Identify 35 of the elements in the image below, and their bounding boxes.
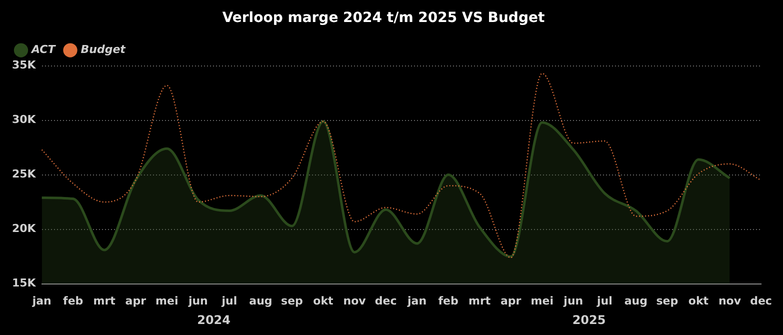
x-tick-label: mrt (468, 294, 491, 308)
y-tick-label: 30K (12, 113, 36, 126)
y-tick-label: 35K (12, 58, 36, 72)
chart-title: Verloop marge 2024 t/m 2025 VS Budget (222, 10, 545, 26)
x-tick-label: sep (281, 294, 304, 308)
x-tick-label: jan (406, 294, 427, 308)
x-tick-label: nov (343, 294, 367, 308)
y-tick-label: 20K (12, 222, 36, 236)
legend-label: ACT (30, 43, 57, 56)
x-tick-label: mrt (93, 294, 116, 308)
x-tick-label: apr (500, 294, 522, 308)
x-tick-label: mei (530, 294, 554, 308)
x-tick-label: jul (596, 294, 612, 308)
x-tick-label: nov (718, 294, 742, 308)
y-tick-label: 15K (12, 276, 36, 290)
x-tick-label: okt (688, 294, 709, 308)
x-tick-label: mei (156, 294, 178, 308)
x-tick-label: feb (63, 294, 84, 308)
x-tick-label: okt (313, 294, 334, 308)
legend-label: Budget (80, 43, 126, 56)
x-tick-label: dec (374, 294, 397, 308)
y-tick-label: 25K (12, 168, 36, 181)
x-tick-label: aug (249, 294, 272, 308)
x-tick-label: jul (220, 294, 238, 308)
text: 2024 (197, 313, 231, 328)
line-series (41, 72, 762, 258)
x-tick-label: dec (750, 294, 772, 308)
x-tick-label: aug (624, 294, 648, 308)
x-tick-label: jan (31, 294, 52, 308)
x-tick-label: apr (125, 294, 147, 308)
text: 2025 (572, 313, 606, 328)
x-tick-label: feb (438, 294, 458, 308)
x-tick-label: jun (187, 294, 208, 308)
x-tick-label: jun (562, 294, 584, 308)
x-tick-label: sep (656, 294, 678, 308)
